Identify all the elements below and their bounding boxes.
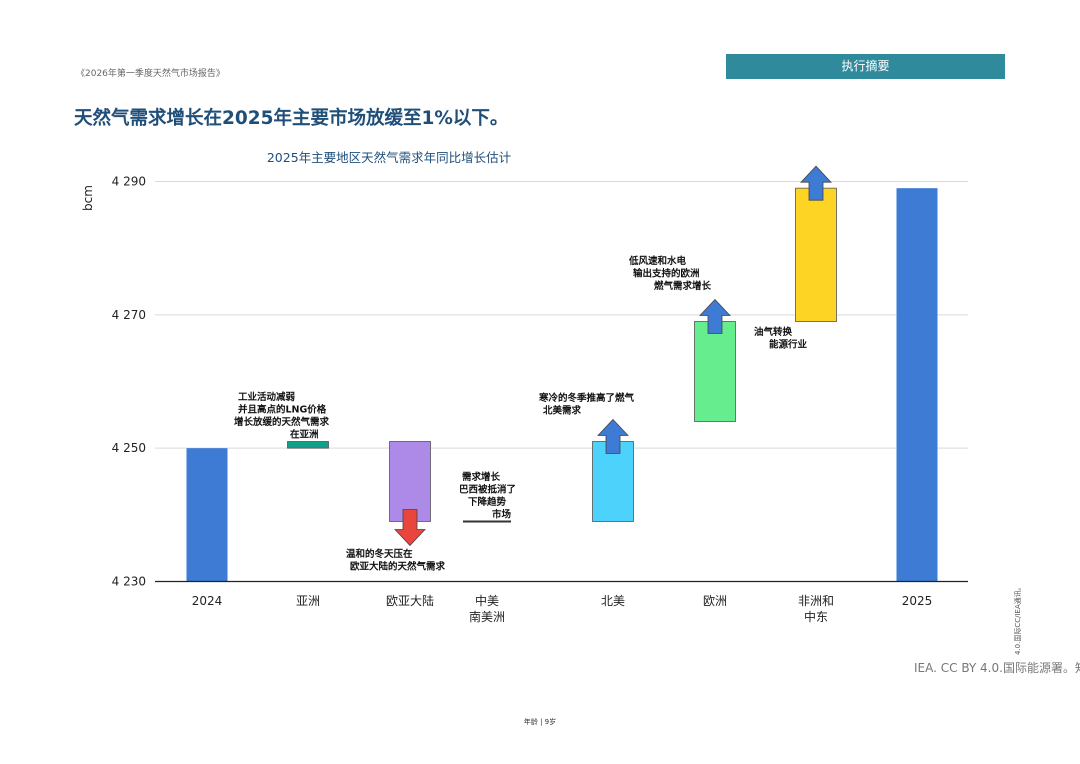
- delta-bar: [287, 441, 329, 449]
- annotation-text: 巴西被抵消了: [459, 484, 516, 496]
- delta-bar: [694, 321, 736, 422]
- x-tick-label: 2025: [902, 594, 933, 608]
- chart-title: 2025年主要地区天然气需求年同比增长估计: [267, 150, 511, 165]
- annotation-text: 工业活动减弱: [238, 391, 295, 403]
- report-title: 《2026年第一季度天然气市场报告》: [76, 69, 225, 79]
- annotation-text: 温和的冬天压在: [346, 548, 413, 560]
- copyright-caption: IEA. CC BY 4.0.国际能源署。知: [914, 661, 1080, 675]
- annotation-text: 在亚洲: [290, 429, 319, 441]
- x-tick-label: 非洲和: [798, 594, 834, 608]
- x-tick-label: 欧亚大陆: [386, 593, 434, 608]
- total-bar: [896, 188, 938, 582]
- annotation-text: 市场: [492, 509, 512, 521]
- annotation-text: 燃气需求增长: [654, 280, 712, 292]
- total-bar: [186, 448, 228, 582]
- section-banner[interactable]: 执行摘要: [726, 54, 1005, 79]
- annotation-text: 欧亚大陆的天然气需求: [350, 561, 446, 573]
- y-tick-label: 4 290: [112, 175, 146, 189]
- annotation-text: 并且高点的LNG价格: [238, 404, 327, 416]
- arrow-up: [699, 298, 731, 334]
- annotation-text: 寒冷的冬季推高了燃气: [538, 392, 635, 404]
- x-tick-label: 南美洲: [469, 609, 505, 624]
- x-tick-label: 亚洲: [296, 594, 320, 608]
- annotation-text: 需求增长: [462, 471, 501, 483]
- arrow-up: [597, 418, 629, 454]
- x-tick-label: 2024: [192, 594, 223, 608]
- x-tick-label: 北美: [601, 594, 625, 608]
- x-tick-label: 中美: [475, 593, 499, 608]
- annotation-text: 低风速和水电: [628, 255, 687, 267]
- page-headline: 天然气需求增长在2025年主要市场放缓至1%以下。: [74, 108, 509, 129]
- y-tick-label: 4 270: [112, 308, 146, 322]
- y-axis-label: bcm: [81, 185, 95, 211]
- vertical-license-note: 4.0.国际CC/IEA通讯。: [1014, 583, 1022, 655]
- y-tick-label: 4 230: [112, 575, 146, 589]
- arrow-up: [800, 165, 832, 201]
- arrow-down: [394, 509, 426, 547]
- annotation-text: 下降趋势: [468, 496, 507, 508]
- annotation-text: 油气转换: [754, 326, 793, 338]
- y-tick-label: 4 250: [112, 441, 146, 455]
- annotation-text: 输出支持的欧洲: [633, 268, 700, 280]
- x-tick-label: 欧洲: [703, 594, 727, 608]
- delta-bar: [592, 441, 634, 522]
- delta-bar: [795, 187, 837, 322]
- annotation-text: 增长放缓的天然气需求: [234, 416, 330, 428]
- annotation-text: 北美需求: [543, 405, 582, 417]
- annotation-text: 能源行业: [769, 339, 808, 351]
- x-tick-label: 中东: [804, 609, 828, 624]
- page-label: 年龄 | 9岁: [523, 718, 557, 726]
